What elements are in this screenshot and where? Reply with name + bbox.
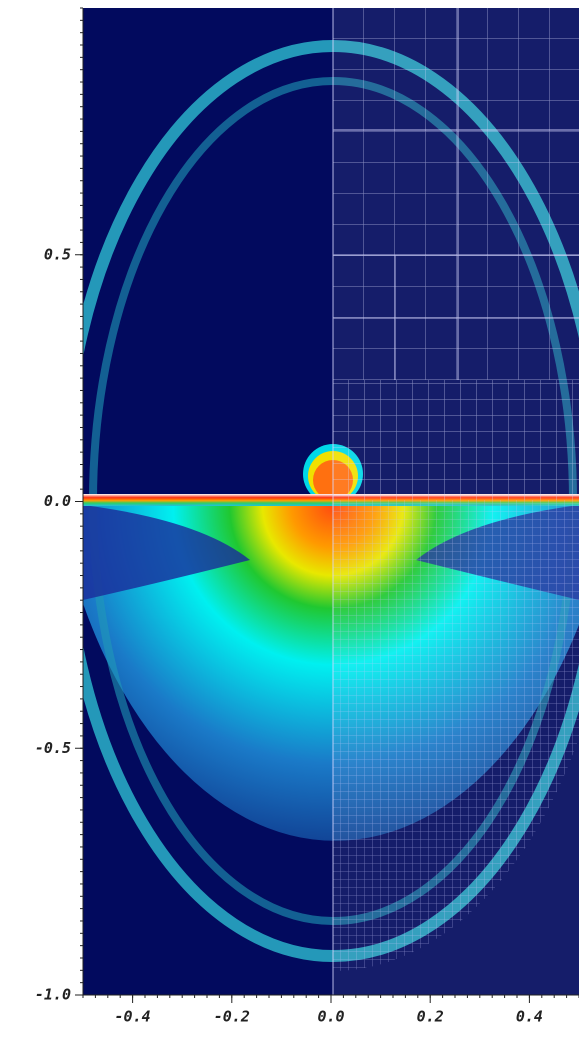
chart: -1.0 -0.5 0.0 0.5 -0.4 -0.2 0.0 0.2 0.4	[0, 0, 579, 1048]
y-tick-label: -1.0	[35, 986, 71, 1004]
x-tick-label: 0.2	[417, 1008, 444, 1026]
x-tick-label: -0.2	[214, 1008, 250, 1026]
plot-image	[60, 8, 579, 995]
x-tick-label: -0.4	[115, 1008, 151, 1026]
y-tick-label: 0.5	[44, 245, 71, 263]
page: -1.0-0.50.00.5-0.4-0.20.00.20.4 (() => {…	[0, 0, 579, 1048]
y-tick-label: 0.0	[44, 492, 71, 510]
y-tick-label: -0.5	[35, 739, 71, 757]
x-tick-label: 0.4	[516, 1008, 543, 1026]
x-tick-label: 0.0	[317, 1008, 344, 1026]
